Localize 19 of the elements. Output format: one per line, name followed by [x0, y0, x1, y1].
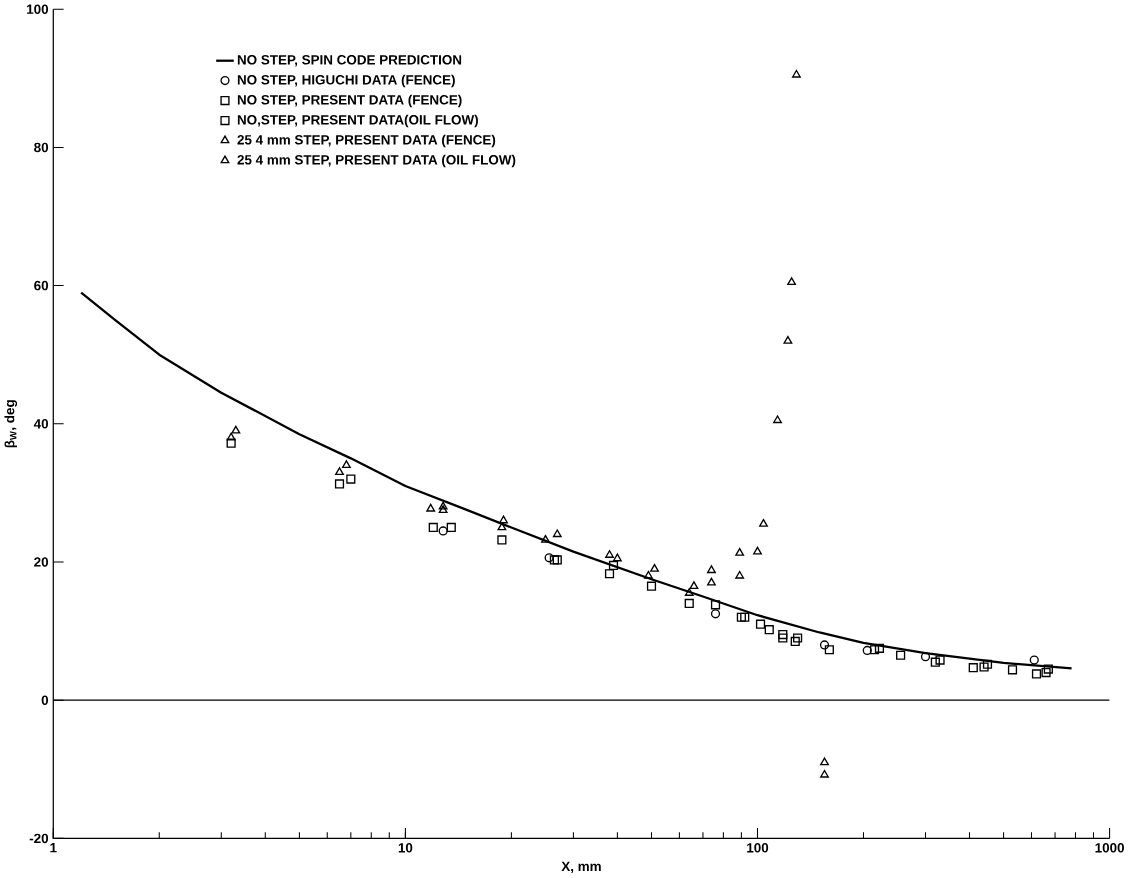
- y-tick-label: -20: [29, 833, 49, 844]
- y-tick-label: 20: [34, 557, 49, 567]
- y-tick-label: 80: [34, 142, 49, 153]
- y-tick-label: 100: [27, 4, 49, 15]
- legend-label: 25 4 mm STEP, PRESENT DATA (FENCE): [237, 134, 496, 148]
- legend-label: NO,STEP, PRESENT DATA(OIL FLOW): [237, 114, 478, 128]
- x-tick-label: 10: [398, 843, 413, 853]
- x-tick-label: 1000: [1095, 843, 1124, 853]
- x-tick-label: 1: [50, 843, 57, 853]
- legend-label: 25 4 mm STEP, PRESENT DATA (OIL FLOW): [237, 154, 516, 168]
- legend-label: NO STEP, PRESENT DATA (FENCE): [237, 94, 462, 108]
- y-tick-label: 40: [33, 419, 49, 429]
- legend-label: NO STEP, SPIN CODE PREDICTION: [237, 55, 462, 67]
- x-axis-title: X, mm: [561, 861, 601, 874]
- x-tick-label: 100: [747, 843, 769, 853]
- legend-label: NO STEP, HIGUCHI DATA (FENCE): [237, 74, 455, 88]
- y-tick-label: 0: [41, 695, 49, 706]
- y-tick-label: 60: [34, 281, 49, 291]
- y-axis-title: β$_{W}$, deg: [4, 400, 18, 448]
